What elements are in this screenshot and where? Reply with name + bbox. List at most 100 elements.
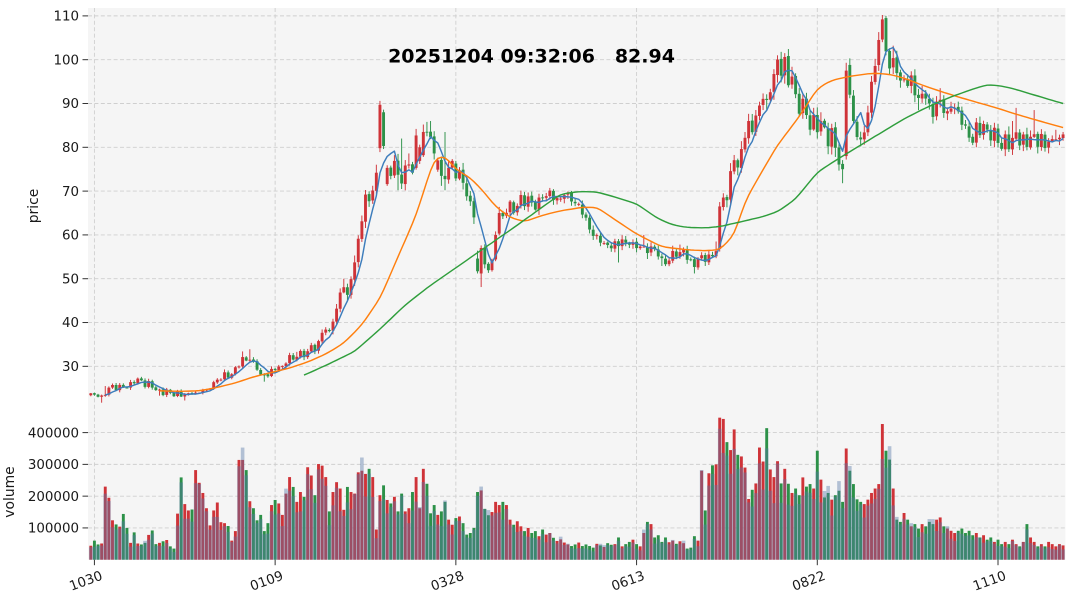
volume-overlay-bar: [482, 508, 487, 560]
volume-overlay-bar: [963, 535, 968, 560]
volume-overlay-bar: [681, 540, 686, 560]
volume-overlay-bar: [403, 513, 408, 560]
volume-bar: [251, 508, 255, 560]
candle-body: [121, 384, 125, 388]
volume-bar: [201, 492, 205, 560]
volume-overlay-bar: [135, 545, 140, 560]
volume-bar: [364, 473, 367, 560]
candle-body: [812, 114, 816, 130]
candle-body: [1014, 132, 1018, 139]
candle-body: [971, 136, 975, 143]
candle-body: [349, 279, 353, 295]
candle-body: [367, 194, 371, 202]
candle-body: [161, 389, 165, 396]
candle-body: [461, 169, 465, 183]
volume-tick-label: 200000: [28, 490, 79, 505]
volume-bar: [909, 526, 913, 560]
volume-bar: [125, 527, 129, 560]
candle-body: [978, 122, 982, 136]
volume-bar: [367, 468, 371, 560]
volume-bar: [1061, 545, 1065, 560]
candle-body: [837, 147, 841, 165]
volume-bar: [559, 539, 563, 560]
volume-overlay-bar: [421, 481, 426, 560]
volume-bar: [624, 544, 628, 560]
candle-body: [960, 110, 964, 125]
volume-bar: [385, 499, 389, 560]
candle-body: [830, 128, 834, 147]
volume-overlay-bar: [334, 487, 339, 560]
volume-bar: [353, 493, 357, 560]
volume-bar: [479, 490, 483, 560]
volume-bar: [143, 542, 147, 560]
candle-body: [656, 249, 660, 257]
volume-overlay-bar: [262, 534, 267, 560]
volume-overlay-bar: [746, 502, 751, 560]
candle-body: [317, 341, 320, 351]
candle-body: [400, 174, 404, 184]
volume-overlay-bar: [714, 485, 718, 560]
volume-overlay-bar: [103, 493, 108, 560]
candle-body: [855, 121, 859, 138]
volume-bar: [530, 533, 534, 560]
volume-overlay-bar: [464, 537, 469, 560]
volume-bar: [320, 465, 324, 560]
candle-body: [353, 262, 357, 280]
candle-body: [1007, 134, 1011, 150]
volume-bar: [924, 526, 928, 560]
volume-overlay-bar: [338, 511, 343, 560]
volume-overlay-bar: [656, 539, 661, 560]
volume-bar: [566, 544, 570, 560]
volume-overlay-bar: [970, 539, 975, 560]
candle-body: [588, 217, 592, 230]
volume-overlay-bar: [533, 537, 538, 560]
volume-overlay-bar: [211, 516, 216, 560]
candle-body: [165, 389, 169, 395]
volume-overlay-bar: [905, 524, 910, 560]
candle-body: [783, 56, 787, 76]
candle-body: [667, 260, 671, 265]
candle-body: [237, 366, 241, 368]
volume-overlay-bar: [558, 536, 563, 560]
volume-bar: [685, 548, 689, 560]
volume-bar: [898, 521, 902, 560]
candle-body: [418, 147, 422, 161]
volume-overlay-bar: [302, 500, 306, 560]
volume-bar: [873, 488, 877, 560]
volume-overlay-bar: [848, 466, 852, 560]
volume-bar: [917, 528, 920, 560]
candle-body: [584, 214, 588, 218]
chart-title: 20251204 09:32:06 82.94: [388, 46, 675, 68]
volume-overlay-bar: [840, 508, 845, 560]
volume-overlay-bar: [576, 548, 581, 560]
volume-overlay-bar: [573, 549, 577, 560]
volume-overlay-bar: [891, 505, 896, 560]
candle-body: [392, 160, 396, 176]
volume-overlay-bar: [764, 448, 769, 560]
volume-overlay-bar: [833, 496, 838, 560]
candle-body: [486, 263, 490, 271]
volume-bar: [132, 532, 136, 560]
volume-overlay-bar: [663, 540, 668, 560]
volume-bar: [696, 540, 700, 560]
volume-bar: [165, 539, 169, 560]
volume-overlay-bar: [298, 511, 303, 560]
candle-body: [519, 195, 523, 206]
volume-overlay-bar: [703, 524, 708, 560]
volume-overlay-bar: [988, 541, 993, 560]
volume-bar: [338, 488, 342, 560]
candle-body: [692, 259, 696, 267]
volume-overlay-bar: [222, 526, 227, 560]
volume-bar: [425, 483, 429, 560]
candle-body: [302, 350, 306, 358]
volume-bar: [226, 526, 230, 560]
volume-bar: [732, 429, 736, 560]
volume-bar: [237, 459, 241, 560]
volume-bar: [219, 522, 223, 560]
volume-bar: [794, 488, 798, 560]
volume-bar: [183, 504, 187, 560]
volume-bar: [783, 468, 787, 560]
candle-body: [114, 384, 118, 391]
candle-body: [772, 74, 776, 92]
volume-overlay-bar: [728, 473, 733, 560]
